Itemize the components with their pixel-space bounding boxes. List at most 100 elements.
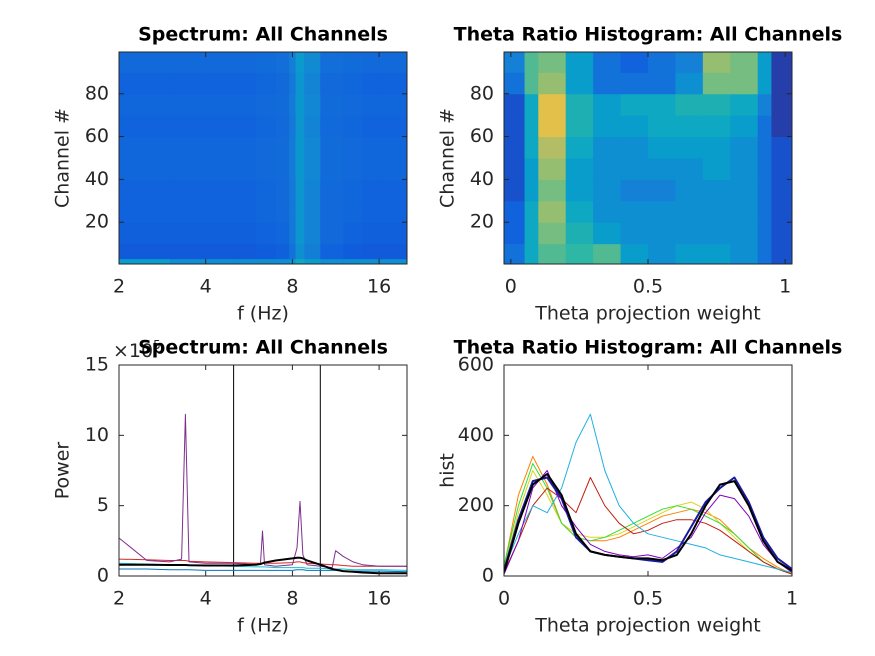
heatmap-cell [504, 52, 526, 73]
heatmap-cell [362, 93, 380, 116]
heatmap-cell [379, 200, 407, 223]
heatmap-cell [730, 93, 759, 116]
axes [119, 52, 407, 264]
heatmap-cell [702, 243, 731, 264]
heatmap-cell [169, 222, 207, 245]
heatmap-cell [593, 136, 622, 159]
heatmap-cell [379, 93, 407, 116]
heatmap-cell [304, 52, 321, 73]
heatmap-cell [205, 200, 235, 223]
heatmap-cell [119, 258, 171, 264]
y-axis-label: hist [437, 453, 459, 488]
heatmap-cell [256, 52, 277, 73]
x-axis-label: Theta projection weight [534, 615, 760, 637]
heatmap-cell [169, 158, 207, 180]
heatmap-cell [757, 243, 772, 264]
heatmap-cell [275, 93, 290, 116]
x-axis-label: f (Hz) [237, 615, 289, 637]
x-tick-label: 16 [367, 276, 391, 298]
heatmap-cell [730, 179, 759, 202]
heatmap-cell [119, 136, 171, 159]
heatmap-cell [289, 222, 296, 245]
heatmap-cell [362, 258, 380, 264]
y-tick-label: 80 [85, 82, 109, 104]
heatmap-cell [648, 179, 676, 202]
heatmap-cell [593, 93, 622, 116]
heatmap-cell [620, 72, 649, 95]
heatmap-cell [565, 243, 594, 264]
heatmap-cell [205, 115, 235, 138]
heatmap-cell [538, 179, 567, 202]
heatmap-cell [757, 179, 772, 202]
heatmap-cell [289, 93, 296, 116]
heatmap-cell [169, 93, 207, 116]
heatmap-cell [771, 136, 792, 159]
heatmap-cell [362, 72, 380, 95]
heatmap-cell [730, 243, 759, 264]
axes [119, 365, 407, 576]
heatmap-cell [362, 115, 380, 138]
heatmap-cell [205, 52, 235, 73]
heatmap-cell [256, 222, 277, 245]
heatmap-cell [256, 158, 277, 180]
heatmap-cell [504, 93, 526, 116]
heatmap-cell [320, 93, 344, 116]
heatmap-cell [504, 222, 526, 245]
x-tick-label: 2 [113, 588, 125, 610]
chart-title: Spectrum: All Channels [138, 24, 388, 46]
heatmap-cell [169, 243, 207, 260]
heatmap-cell [169, 72, 207, 95]
y-tick-label: 400 [458, 424, 494, 446]
heatmap-cell [256, 93, 277, 116]
x-axis-label: Theta projection weight [534, 303, 760, 325]
heatmap-cell [757, 158, 772, 180]
x-tick-label: 0.5 [633, 276, 663, 298]
heatmap-cell [593, 243, 622, 264]
heatmap-cell [362, 222, 380, 245]
heatmap-cell [343, 222, 363, 245]
heatmap-cell [379, 258, 407, 264]
heatmap-cell [620, 52, 649, 73]
heatmap-cell [289, 136, 296, 159]
heatmap-cell [205, 158, 235, 180]
heatmap-cell [675, 72, 704, 95]
heatmap-cell [320, 200, 344, 223]
heatmap-cell [289, 52, 296, 73]
heatmap-cell [275, 258, 290, 264]
heatmap-cell [675, 158, 704, 180]
heatmap-cell [702, 115, 731, 138]
heatmap-cell [538, 158, 567, 180]
heatmap-cell [648, 136, 676, 159]
heatmap-cell [538, 93, 567, 116]
heatmap-cell [275, 115, 290, 138]
heatmap-cell [565, 72, 594, 95]
heatmap-cell [648, 93, 676, 116]
heatmap-cell [119, 72, 171, 95]
y-exponent-base: ×10 [113, 340, 153, 362]
heatmap-cell [119, 222, 171, 245]
heatmap-cell [233, 200, 257, 223]
heatmap-cell [702, 136, 731, 159]
heatmap-cell [757, 222, 772, 245]
heatmap-cell [169, 115, 207, 138]
heatmap-cell [593, 115, 622, 138]
heatmap-cell [233, 136, 257, 159]
x-tick-label: 0 [498, 588, 510, 610]
heatmap-cell [771, 158, 792, 180]
chart-title: Theta Ratio Histogram: All Channels [454, 24, 843, 46]
heatmap-cell [295, 179, 305, 202]
heatmap-cell [565, 136, 594, 159]
heatmap-cell [379, 179, 407, 202]
heatmap-cell [538, 243, 567, 264]
x-tick-label: 1 [786, 588, 798, 610]
heatmap-cell [565, 158, 594, 180]
heatmap-cell [295, 243, 305, 260]
heatmap-cell [275, 200, 290, 223]
heatmap-cell [289, 115, 296, 138]
heatmap-cell [379, 52, 407, 73]
y-tick-label: 40 [470, 168, 494, 190]
y-tick-label: 10 [85, 424, 109, 446]
heatmap-cell [730, 136, 759, 159]
heatmap-cell [362, 52, 380, 73]
